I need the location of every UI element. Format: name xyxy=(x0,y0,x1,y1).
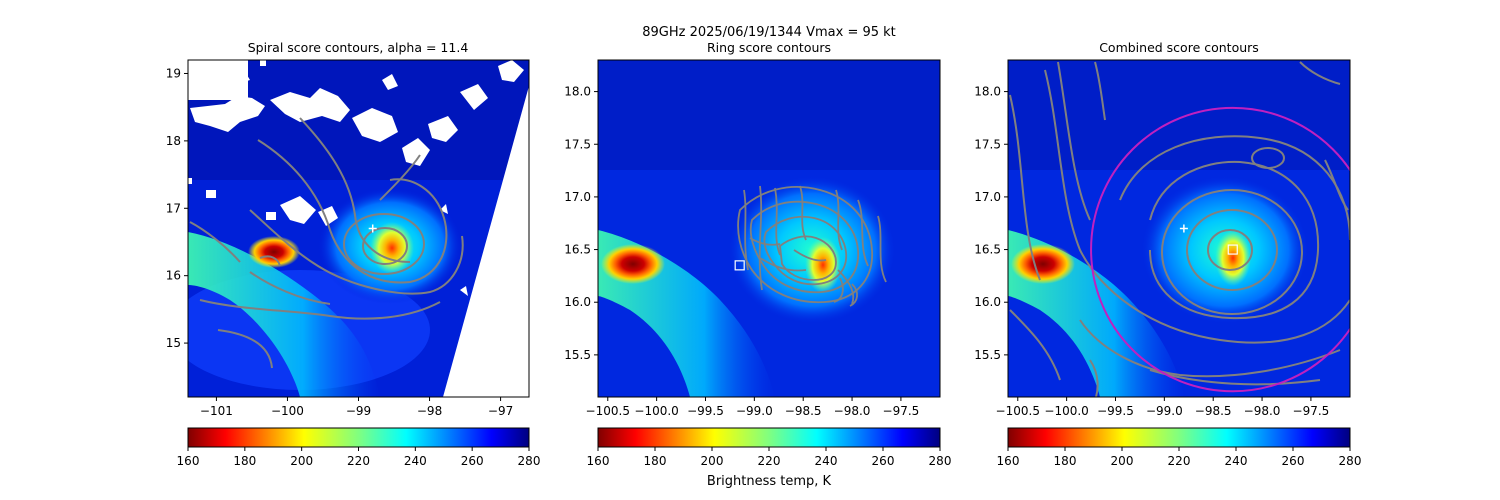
panel-spiral-axes: −101 −100 −99 −98 −97 15 16 17 18 19 xyxy=(166,66,514,418)
x-tick-label: −99.0 xyxy=(736,404,773,418)
search-radius-circle xyxy=(1090,106,1350,393)
colorbar-tick-label: 280 xyxy=(929,454,952,468)
x-tick-label: −99.5 xyxy=(687,404,724,418)
colorbar-tick-label: 220 xyxy=(1168,454,1191,468)
x-tick-label: −98.5 xyxy=(1195,404,1232,418)
y-tick-label: 16 xyxy=(166,269,181,283)
panel-spiral-image xyxy=(188,60,529,397)
x-tick-label: −100.5 xyxy=(586,404,630,418)
x-tick-label: −99.5 xyxy=(1097,404,1134,418)
colorbar-tick-label: 180 xyxy=(233,454,256,468)
swath-edge-gap xyxy=(443,86,529,397)
x-tick-label: −98.0 xyxy=(834,404,871,418)
x-tick-label: −97.5 xyxy=(1293,404,1330,418)
cold-core-west xyxy=(248,236,300,268)
panel-spiral-title: Spiral score contours, alpha = 11.4 xyxy=(248,40,469,55)
center-plus-marker xyxy=(1179,224,1188,233)
colorbar-tick-label: 200 xyxy=(701,454,724,468)
center-square-marker xyxy=(734,260,745,271)
y-tick-label: 17.5 xyxy=(974,137,1001,151)
x-tick-label: −98 xyxy=(417,404,442,418)
colorbar-label: Brightness temp, K xyxy=(707,474,832,489)
panel-combined-title: Combined score contours xyxy=(1099,40,1259,55)
missing-data xyxy=(188,60,529,397)
y-tick-label: 17.0 xyxy=(974,190,1001,204)
y-tick-label: 15.5 xyxy=(974,348,1001,362)
cold-core-west xyxy=(601,244,665,284)
y-tick-label: 17.5 xyxy=(564,137,591,151)
center-plus-marker xyxy=(368,224,377,233)
y-tick-label: 19 xyxy=(166,66,181,80)
panel-spiral-colorbar xyxy=(187,427,530,448)
y-tick-label: 16.5 xyxy=(564,243,591,257)
x-tick-label: −100 xyxy=(271,404,304,418)
panel-combined-image xyxy=(1008,60,1350,397)
colorbar-tick-label: 240 xyxy=(404,454,427,468)
y-tick-label: 18.0 xyxy=(974,85,1001,99)
y-tick-label: 16.0 xyxy=(974,295,1001,309)
y-tick-label: 18 xyxy=(166,134,181,148)
colorbar-tick-label: 180 xyxy=(1054,454,1077,468)
eyewall-core xyxy=(1215,230,1251,286)
colorbar-tick-label: 260 xyxy=(461,454,484,468)
colorbar-tick-label: 280 xyxy=(518,454,541,468)
figure-suptitle: 89GHz 2025/06/19/1344 Vmax = 95 kt xyxy=(642,25,896,40)
panel-combined-frame xyxy=(1007,59,1351,398)
panel-ring-colorbar xyxy=(597,427,941,448)
panel-ring-frame xyxy=(597,59,941,398)
colorbar-tick-label: 160 xyxy=(587,454,610,468)
colorbar-tick-label: 220 xyxy=(347,454,370,468)
colorbar-tick-label: 160 xyxy=(997,454,1020,468)
cold-core-west xyxy=(1011,244,1075,284)
panel-ring-image xyxy=(598,60,940,397)
x-tick-label: −100.0 xyxy=(634,404,678,418)
y-tick-label: 17.0 xyxy=(564,190,591,204)
y-tick-label: 18.0 xyxy=(564,85,591,99)
colorbar-tick-label: 200 xyxy=(1111,454,1134,468)
x-tick-label: −99 xyxy=(346,404,371,418)
panel-spiral-colorbar-ticks: 160 180 200 220 240 260 280 xyxy=(177,447,541,468)
x-tick-label: −97.5 xyxy=(883,404,920,418)
panel-ring-title: Ring score contours xyxy=(707,40,831,55)
spiral-contours xyxy=(189,117,464,369)
combined-contours xyxy=(1009,61,1350,397)
rainband xyxy=(188,232,380,397)
panel-spiral: Spiral score contours, alpha = 11.4 xyxy=(166,40,541,468)
x-tick-label: −101 xyxy=(200,404,233,418)
colorbar-tick-label: 280 xyxy=(1339,454,1362,468)
panel-combined-colorbar xyxy=(1007,427,1351,448)
panel-ring: Ring score contours xyxy=(564,40,951,489)
colorbar-tick-label: 260 xyxy=(1282,454,1305,468)
panel-ring-colorbar-ticks: 160 180 200 220 240 260 280 xyxy=(587,447,952,468)
y-tick-label: 16.0 xyxy=(564,295,591,309)
center-square-marker xyxy=(1227,244,1238,255)
colorbar-tick-label: 240 xyxy=(1225,454,1248,468)
y-tick-label: 16.5 xyxy=(974,243,1001,257)
panel-combined-colorbar-ticks: 160 180 200 220 240 260 280 xyxy=(997,447,1362,468)
x-tick-label: −97 xyxy=(488,404,513,418)
colorbar-tick-label: 200 xyxy=(290,454,313,468)
panel-ring-axes: −100.5 −100.0 −99.5 −99.0 −98.5 −98.0 −97.5 15.… xyxy=(564,85,919,418)
y-tick-label: 15.5 xyxy=(564,348,591,362)
y-tick-label: 17 xyxy=(166,201,181,215)
x-tick-label: −98.0 xyxy=(1244,404,1281,418)
panel-combined-axes: −100.5 −100.0 −99.5 −99.0 −98.5 −98.0 −97.5 15.… xyxy=(974,85,1329,418)
colorbar-tick-label: 160 xyxy=(177,454,200,468)
x-tick-label: −100.0 xyxy=(1044,404,1088,418)
x-tick-label: −99.0 xyxy=(1146,404,1183,418)
colorbar-tick-label: 220 xyxy=(758,454,781,468)
y-tick-label: 15 xyxy=(166,336,181,350)
colorbar-tick-label: 240 xyxy=(815,454,838,468)
colorbar-tick-label: 180 xyxy=(644,454,667,468)
ring-contours xyxy=(737,185,887,307)
x-tick-label: −98.5 xyxy=(785,404,822,418)
panel-combined: Combined score contours xyxy=(974,40,1362,468)
x-tick-label: −100.5 xyxy=(996,404,1040,418)
colorbar-tick-label: 260 xyxy=(872,454,895,468)
